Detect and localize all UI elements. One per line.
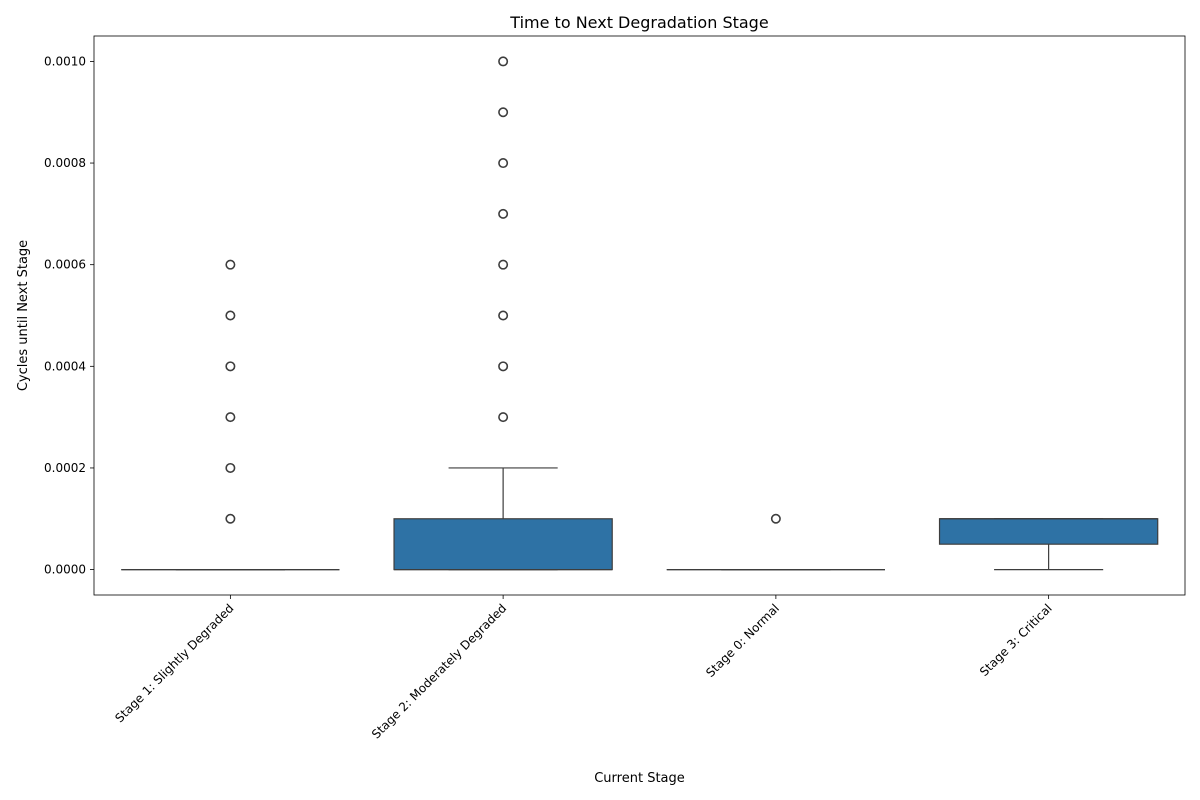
outlier-point [225,259,236,270]
y-axis: 0.0000 0.0002 0.0004 0.0006 0.0008 0.0010 [44,54,94,577]
outlier-point [498,412,509,423]
outlier-point [225,361,236,372]
outlier-point [225,462,236,473]
y-tick-label: 0.0006 [44,258,86,272]
outlier-point [498,158,509,169]
chart-title: Time to Next Degradation Stage [509,13,768,32]
outlier-point [498,310,509,321]
box-iqr [938,518,1159,545]
axes-frame [93,35,1186,596]
y-axis-label: Cycles until Next Stage [16,240,31,391]
x-axis-label: Current Stage [594,771,685,786]
outlier-point [225,412,236,423]
y-tick-label: 0.0002 [44,461,86,475]
y-tick-label: 0.0008 [44,156,86,170]
outlier-point [225,513,236,524]
plot-area [121,56,1159,571]
y-tick-label: 0.0004 [44,359,86,373]
outlier-point [225,310,236,321]
box-iqr [393,518,613,571]
outlier-point [498,107,509,118]
y-tick-label: 0.0010 [44,54,86,68]
outlier-point [498,56,509,67]
outlier-point [770,513,781,524]
outlier-point [498,208,509,219]
outlier-point [498,259,509,270]
y-tick-label: 0.0000 [44,563,86,577]
outlier-point [498,361,509,372]
